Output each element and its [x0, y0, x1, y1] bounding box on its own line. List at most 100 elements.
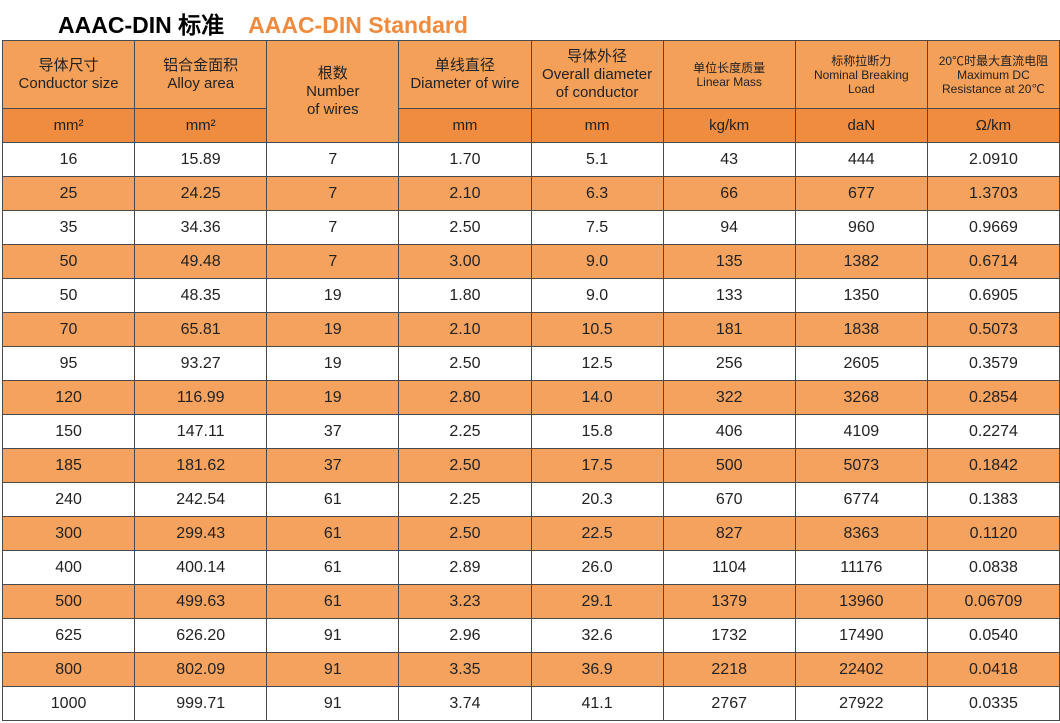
header-row: 导体尺寸 Conductor size 铝合金面积 Alloy area 根数 Numbe… [1, 40, 1060, 143]
data-cell: 12.5 [530, 346, 664, 381]
data-cell: 0.1383 [926, 482, 1060, 517]
data-row: 25 24.25 7 2.10 6.3 66 677 1.3703 [1, 176, 1060, 211]
data-row: 300 299.43 61 2.50 22.5 827 8363 0.1120 [1, 516, 1060, 551]
data-cell: 29.1 [530, 584, 664, 619]
data-row: 400 400.14 61 2.89 26.0 1104 11176 0.0838 [1, 550, 1060, 585]
data-cell: 242.54 [134, 482, 268, 517]
header-zh: 20℃时最大直流电阻 [938, 53, 1049, 68]
data-cell: 5073 [794, 448, 928, 483]
data-cell: 2.50 [398, 346, 532, 381]
data-row: 1000 999.71 91 3.74 41.1 2767 27922 0.0335 [1, 686, 1060, 721]
data-cell: 61 [266, 550, 400, 585]
data-cell: 7.5 [530, 210, 664, 245]
data-cell: 2767 [662, 686, 796, 721]
data-cell: 1732 [662, 618, 796, 653]
header-en: of conductor [555, 83, 639, 101]
header-zh: 单线直径 [434, 56, 495, 74]
data-cell: 0.9669 [926, 210, 1060, 245]
data-cell: 960 [794, 210, 928, 245]
data-cell: 677 [794, 176, 928, 211]
header-en: Nominal Breaking [813, 67, 909, 82]
data-cell: 16 [1, 142, 136, 177]
data-cell: 3.00 [398, 244, 532, 279]
unit-cell: Ω/km [926, 108, 1060, 143]
data-cell: 3.74 [398, 686, 532, 721]
data-cell: 13960 [794, 584, 928, 619]
unit-cell: mm [398, 108, 532, 143]
data-row: 800 802.09 91 3.35 36.9 2218 22402 0.0418 [1, 652, 1060, 687]
data-cell: 43 [662, 142, 796, 177]
data-cell: 2.50 [398, 516, 532, 551]
data-cell: 22.5 [530, 516, 664, 551]
data-row: 50 49.48 7 3.00 9.0 135 1382 0.6714 [1, 244, 1060, 279]
data-row: 625 626.20 91 2.96 32.6 1732 17490 0.0540 [1, 618, 1060, 653]
data-cell: 2.96 [398, 618, 532, 653]
data-cell: 2.50 [398, 448, 532, 483]
data-cell: 61 [266, 516, 400, 551]
spec-table: 导体尺寸 Conductor size 铝合金面积 Alloy area 根数 Numbe… [1, 40, 1060, 721]
header-zh: 导体尺寸 [38, 56, 99, 74]
title-zh: AAAC-DIN 标准 [58, 12, 225, 38]
data-cell: 2.80 [398, 380, 532, 415]
header-cell: 导体外径 Overall diameter of conductor [530, 40, 664, 109]
data-cell: 34.36 [134, 210, 268, 245]
data-cell: 2.10 [398, 176, 532, 211]
header-en: Maximum DC [957, 67, 1030, 82]
data-cell: 91 [266, 618, 400, 653]
title-en: AAAC-DIN Standard [248, 12, 468, 38]
header-zh: 铝合金面积 [163, 56, 239, 74]
data-cell: 32.6 [530, 618, 664, 653]
data-cell: 66 [662, 176, 796, 211]
header-en: Conductor size [18, 74, 119, 92]
data-cell: 150 [1, 414, 136, 449]
data-cell: 1.80 [398, 278, 532, 313]
unit-row: mm² mm² mm mm kg/km daN Ω/km [1, 108, 1060, 143]
data-cell: 256 [662, 346, 796, 381]
data-cell: 0.6714 [926, 244, 1060, 279]
data-row: 16 15.89 7 1.70 5.1 43 444 2.0910 [1, 142, 1060, 177]
data-cell: 626.20 [134, 618, 268, 653]
data-cell: 2.25 [398, 482, 532, 517]
data-cell: 185 [1, 448, 136, 483]
data-cell: 299.43 [134, 516, 268, 551]
data-cell: 1379 [662, 584, 796, 619]
data-cell: 800 [1, 652, 136, 687]
data-cell: 17490 [794, 618, 928, 653]
data-cell: 1350 [794, 278, 928, 313]
data-cell: 0.5073 [926, 312, 1060, 347]
data-row: 240 242.54 61 2.25 20.3 670 6774 0.1383 [1, 482, 1060, 517]
data-cell: 1838 [794, 312, 928, 347]
data-row: 120 116.99 19 2.80 14.0 322 3268 0.2854 [1, 380, 1060, 415]
data-cell: 2605 [794, 346, 928, 381]
data-cell: 500 [662, 448, 796, 483]
data-cell: 91 [266, 686, 400, 721]
header-cell: 铝合金面积 Alloy area [134, 40, 268, 109]
data-cell: 7 [266, 210, 400, 245]
header-en: Diameter of wire [410, 74, 520, 92]
data-cell: 91 [266, 652, 400, 687]
data-cell: 65.81 [134, 312, 268, 347]
data-cell: 802.09 [134, 652, 268, 687]
data-cell: 1382 [794, 244, 928, 279]
data-cell: 17.5 [530, 448, 664, 483]
data-cell: 133 [662, 278, 796, 313]
data-cell: 19 [266, 346, 400, 381]
data-cell: 322 [662, 380, 796, 415]
data-cell: 0.0540 [926, 618, 1060, 653]
header-en: Overall diameter [542, 65, 653, 83]
data-cell: 147.11 [134, 414, 268, 449]
data-cell: 14.0 [530, 380, 664, 415]
data-cell: 999.71 [134, 686, 268, 721]
data-cell: 11176 [794, 550, 928, 585]
data-cell: 1000 [1, 686, 136, 721]
title: AAAC-DIN 标准 AAAC-DIN Standard [58, 6, 468, 40]
data-cell: 41.1 [530, 686, 664, 721]
data-cell: 6774 [794, 482, 928, 517]
data-cell: 499.63 [134, 584, 268, 619]
data-cell: 6.3 [530, 176, 664, 211]
data-cell: 0.0335 [926, 686, 1060, 721]
header-en: Alloy area [167, 74, 235, 92]
data-cell: 0.3579 [926, 346, 1060, 381]
unit-cell: mm² [134, 108, 268, 143]
data-cell: 1.70 [398, 142, 532, 177]
